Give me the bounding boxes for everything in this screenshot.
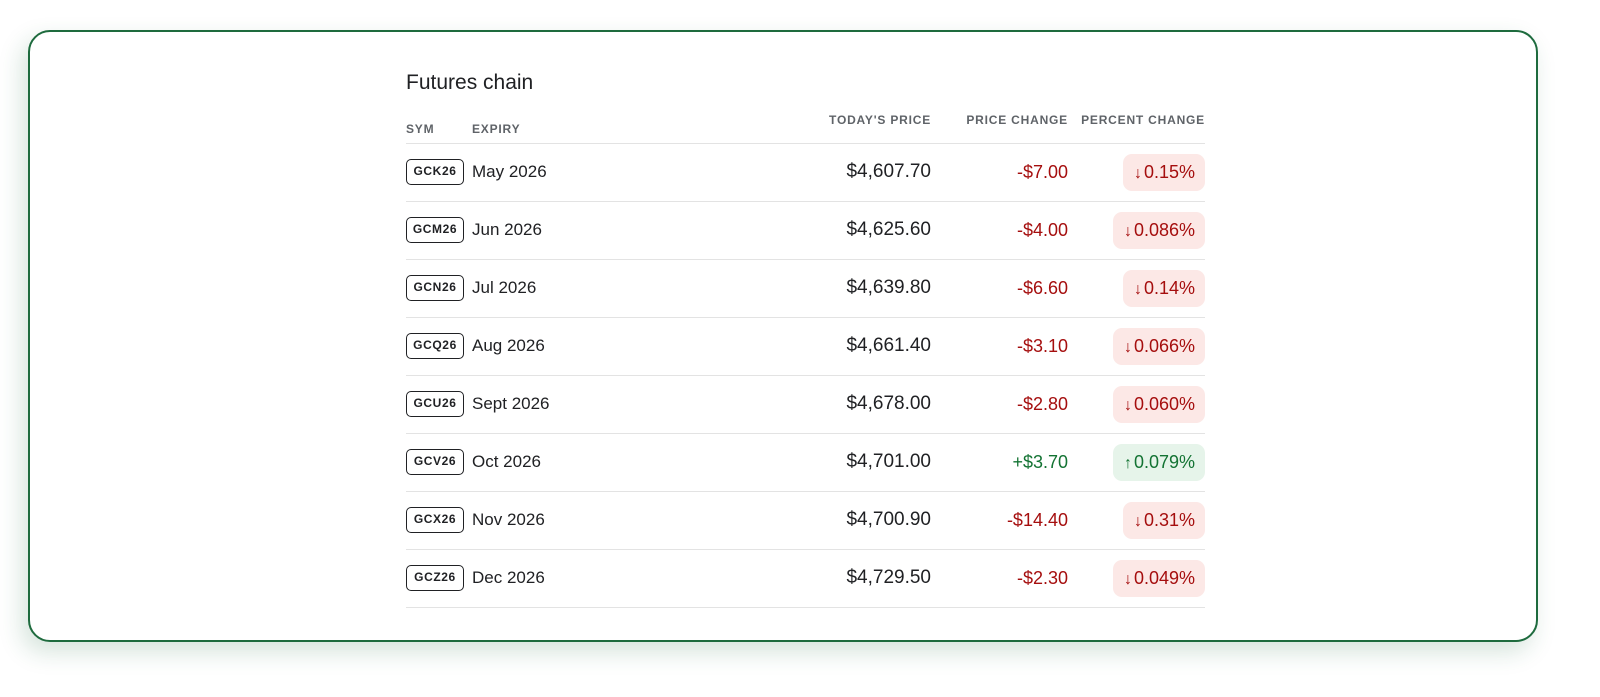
futures-chain-card: Futures chain SYM EXPIRY TODAY'S PRICE P… (28, 30, 1538, 642)
percent-change-badge: ↓ 0.049% (1112, 560, 1205, 597)
table-header: SYM EXPIRY TODAY'S PRICE PRICE CHANGE PE… (406, 98, 1205, 144)
table-row[interactable]: GCM26 Jun 2026 $4,625.60 -$4.00 ↓ 0.086% (406, 202, 1205, 260)
percent-change-value: 0.14% (1143, 278, 1195, 298)
percent-change-badge: ↓ 0.060% (1112, 386, 1205, 423)
price-change: -$2.30 (1016, 568, 1068, 588)
percent-change-value: 0.086% (1133, 220, 1195, 240)
arrow-down-icon: ↓ (1123, 223, 1132, 240)
todays-price: $4,607.70 (846, 161, 931, 182)
futures-chain-content: Futures chain SYM EXPIRY TODAY'S PRICE P… (406, 68, 1205, 608)
price-change: -$7.00 (1016, 162, 1068, 182)
percent-change-value: 0.049% (1133, 568, 1195, 588)
arrow-up-icon: ↑ (1123, 455, 1132, 472)
todays-price: $4,729.50 (846, 567, 931, 588)
symbol-badge: GCV26 (406, 449, 464, 475)
symbol-badge: GCQ26 (406, 333, 464, 359)
symbol-badge: GCU26 (406, 391, 464, 417)
percent-change-value: 0.066% (1133, 336, 1195, 356)
expiry-date: Nov 2026 (472, 510, 545, 529)
percent-change-value: 0.15% (1143, 162, 1195, 182)
percent-change-value: 0.079% (1133, 452, 1195, 472)
expiry-date: Dec 2026 (472, 568, 545, 587)
column-header-sym: SYM (406, 122, 435, 136)
expiry-date: May 2026 (472, 162, 547, 181)
symbol-badge: GCN26 (406, 275, 464, 301)
column-header-expiry: EXPIRY (472, 122, 521, 136)
table-row[interactable]: GCV26 Oct 2026 $4,701.00 +$3.70 ↑ 0.079% (406, 434, 1205, 492)
arrow-down-icon: ↓ (1133, 281, 1142, 298)
percent-change-badge: ↓ 0.14% (1122, 270, 1205, 307)
expiry-date: Jul 2026 (472, 278, 537, 297)
arrow-down-icon: ↓ (1133, 165, 1142, 182)
table-row[interactable]: GCN26 Jul 2026 $4,639.80 -$6.60 ↓ 0.14% (406, 260, 1205, 318)
symbol-badge: GCM26 (406, 217, 464, 243)
price-change: -$2.80 (1016, 394, 1068, 414)
todays-price: $4,678.00 (846, 393, 931, 414)
percent-change-badge: ↓ 0.066% (1112, 328, 1205, 365)
expiry-date: Jun 2026 (472, 220, 542, 239)
table-row[interactable]: GCZ26 Dec 2026 $4,729.50 -$2.30 ↓ 0.049% (406, 550, 1205, 608)
symbol-badge: GCX26 (406, 507, 464, 533)
table-row[interactable]: GCU26 Sept 2026 $4,678.00 -$2.80 ↓ 0.060% (406, 376, 1205, 434)
percent-change-badge: ↑ 0.079% (1112, 444, 1205, 481)
price-change: -$3.10 (1016, 336, 1068, 356)
percent-change-value: 0.060% (1133, 394, 1195, 414)
table-row[interactable]: GCK26 May 2026 $4,607.70 -$7.00 ↓ 0.15% (406, 144, 1205, 202)
percent-change-value: 0.31% (1143, 510, 1195, 530)
todays-price: $4,639.80 (846, 277, 931, 298)
arrow-down-icon: ↓ (1123, 339, 1132, 356)
price-change: -$4.00 (1016, 220, 1068, 240)
page-title: Futures chain (406, 71, 534, 94)
percent-change-badge: ↓ 0.15% (1122, 154, 1205, 191)
table-body: GCK26 May 2026 $4,607.70 -$7.00 ↓ 0.15% G… (406, 144, 1205, 608)
table-row[interactable]: GCX26 Nov 2026 $4,700.90 -$14.40 ↓ 0.31% (406, 492, 1205, 550)
symbol-badge: GCZ26 (406, 565, 464, 591)
percent-change-badge: ↓ 0.086% (1112, 212, 1205, 249)
column-header-price-change: PRICE CHANGE (966, 113, 1068, 127)
table-row[interactable]: GCQ26 Aug 2026 $4,661.40 -$3.10 ↓ 0.066% (406, 318, 1205, 376)
column-header-percent-change: PERCENT CHANGE (1081, 113, 1205, 127)
expiry-date: Aug 2026 (472, 336, 545, 355)
price-change: -$14.40 (1006, 510, 1068, 530)
todays-price: $4,661.40 (846, 335, 931, 356)
arrow-down-icon: ↓ (1123, 571, 1132, 588)
expiry-date: Oct 2026 (472, 452, 541, 471)
price-change: +$3.70 (1012, 452, 1068, 472)
todays-price: $4,700.90 (846, 509, 931, 530)
percent-change-badge: ↓ 0.31% (1122, 502, 1205, 539)
price-change: -$6.60 (1016, 278, 1068, 298)
arrow-down-icon: ↓ (1123, 397, 1132, 414)
arrow-down-icon: ↓ (1133, 513, 1142, 530)
todays-price: $4,701.00 (846, 451, 931, 472)
expiry-date: Sept 2026 (472, 394, 550, 413)
symbol-badge: GCK26 (406, 159, 464, 185)
todays-price: $4,625.60 (846, 219, 931, 240)
column-header-todays-price: TODAY'S PRICE (829, 113, 931, 127)
